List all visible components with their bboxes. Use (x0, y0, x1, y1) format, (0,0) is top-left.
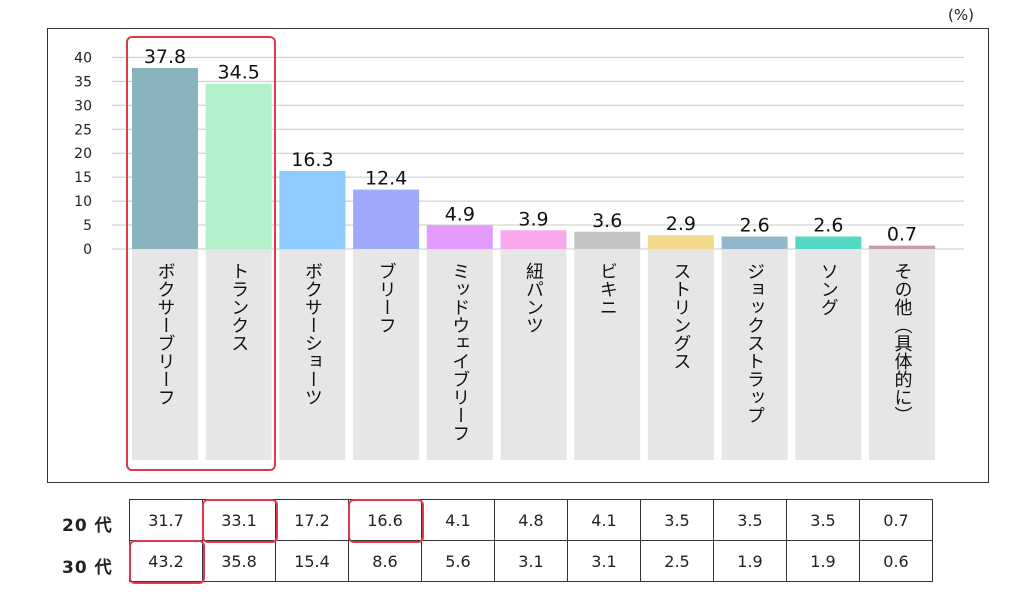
row-label-20s: 20 代 (62, 516, 113, 536)
chart-frame: 0 5 10 15 20 25 30 35 40 37.8 ボクサーブリーフ 34.5 トランクス 16.… (47, 28, 989, 483)
bar-value-label: 0.7 (887, 224, 917, 246)
bar (869, 245, 935, 249)
table-cell: 3.5 (713, 499, 787, 541)
category-label: トランクス (228, 262, 249, 352)
table-cell: 3.1 (567, 540, 641, 582)
cell-highlight-box (202, 499, 278, 543)
bar-value-label: 3.6 (592, 210, 622, 232)
table-cell: 3.5 (640, 499, 714, 541)
category-label: ジョックストラップ (744, 262, 765, 424)
table-cell: 33.1 (202, 499, 276, 541)
category-label: ミッドウェイブリーフ (449, 262, 470, 442)
bar-value-label: 4.9 (445, 204, 475, 226)
bar-value-label: 2.6 (739, 215, 769, 237)
category-label: ストリングス (670, 262, 691, 370)
bar (279, 170, 346, 249)
y-tick-label: 30 (74, 98, 92, 114)
table-cell: 4.1 (421, 499, 495, 541)
category-label-bg (353, 250, 420, 460)
table-cell: 31.7 (129, 499, 203, 541)
category-label: ビキニ (597, 262, 618, 316)
table-cell: 17.2 (275, 499, 349, 541)
table-cell: 16.6 (348, 499, 422, 541)
bar (795, 236, 862, 249)
y-tick-label: 10 (74, 194, 92, 210)
bar-value-label: 12.4 (365, 168, 407, 190)
bar-value-label: 34.5 (218, 62, 260, 84)
category-label-bg (500, 250, 567, 460)
category-label-bg (132, 250, 198, 460)
unit-label: (%) (948, 6, 974, 24)
y-tick-label: 20 (74, 146, 92, 162)
table-row: 43.2 35.8 15.4 8.6 5.6 3.1 3.1 2.5 1.9 1.9 0.6 (129, 540, 933, 582)
bar-value-label: 16.3 (291, 149, 333, 171)
category-label-bg (869, 250, 935, 460)
category-label-bg (279, 250, 346, 460)
bar (132, 67, 198, 249)
age-breakdown-table: 31.7 33.1 17.2 16.6 4.1 4.8 4.1 3.5 3.5 3.5 0.7 43.… (129, 499, 933, 582)
bar (500, 230, 567, 249)
bar (574, 231, 641, 249)
category-label: ソング (818, 262, 839, 316)
category-label-bg (795, 250, 862, 460)
table-cell: 3.5 (786, 499, 860, 541)
y-tick-label: 25 (74, 122, 92, 138)
category-label-bg (574, 250, 641, 460)
category-label: ブリーフ (376, 262, 397, 334)
category-label: 紐パンツ (523, 262, 544, 334)
bar-value-label: 2.9 (666, 213, 696, 235)
bar (353, 189, 420, 249)
table-cell: 1.9 (786, 540, 860, 582)
table-cell: 8.6 (348, 540, 422, 582)
table-cell: 4.8 (494, 499, 568, 541)
table-cell: 15.4 (275, 540, 349, 582)
category-label-bg (721, 250, 788, 460)
y-tick-label: 40 (74, 50, 92, 66)
bar-value-label: 2.6 (813, 215, 843, 237)
bar-chart: 0 5 10 15 20 25 30 35 40 37.8 ボクサーブリーフ 34.5 トランクス 16.… (74, 46, 964, 460)
bar-value-label: 37.8 (144, 46, 186, 68)
bar-value-label: 3.9 (518, 208, 548, 230)
bar (426, 225, 493, 249)
cell-highlight-box (129, 540, 205, 584)
table-cell: 35.8 (202, 540, 276, 582)
y-tick-label: 5 (83, 218, 92, 234)
y-tick-label: 15 (74, 170, 92, 186)
bar (721, 236, 788, 249)
table-cell: 3.1 (494, 540, 568, 582)
bar (647, 235, 714, 249)
category-label-bg (647, 250, 714, 460)
table-cell: 0.7 (859, 499, 933, 541)
row-label-30s: 30 代 (62, 558, 113, 578)
category-label-bg (426, 250, 493, 460)
cell-highlight-box (348, 499, 424, 543)
category-label: ボクサーショーツ (302, 262, 323, 406)
table-cell: 5.6 (421, 540, 495, 582)
table-cell: 43.2 (129, 540, 203, 582)
category-label: その他（具体的に） (892, 262, 913, 424)
table-cell: 2.5 (640, 540, 714, 582)
category-label-bg (205, 250, 272, 460)
table-cell: 0.6 (859, 540, 933, 582)
table-cell: 1.9 (713, 540, 787, 582)
table-cell: 4.1 (567, 499, 641, 541)
bar (205, 83, 272, 249)
highlight-box (126, 36, 276, 471)
y-tick-label: 35 (74, 74, 92, 90)
category-label: ボクサーブリーフ (155, 262, 176, 406)
y-tick-label: 0 (83, 242, 92, 258)
